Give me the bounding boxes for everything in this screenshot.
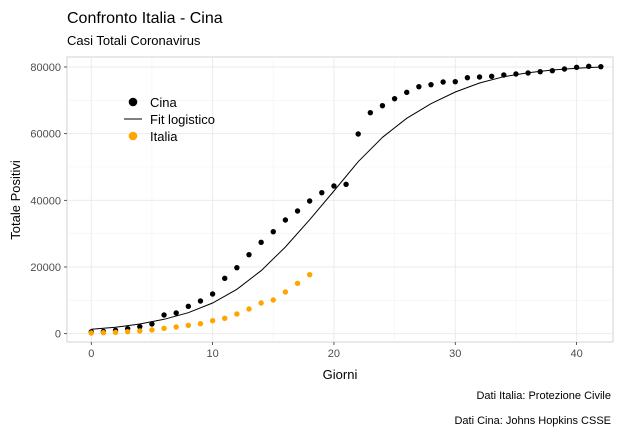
y-tick-label: 20000 xyxy=(30,262,61,274)
data-point-cina xyxy=(586,63,592,70)
x-tick-label: 30 xyxy=(449,348,461,360)
data-point-cina xyxy=(549,67,556,74)
data-point-cina xyxy=(282,217,289,223)
data-point-italia xyxy=(173,324,179,330)
data-point-cina xyxy=(319,189,325,196)
x-tick-label: 20 xyxy=(328,348,340,360)
x-axis-title: Giorni xyxy=(323,367,358,382)
data-point-cina xyxy=(452,78,458,85)
y-tick-label: 0 xyxy=(55,329,61,341)
data-point-cina xyxy=(391,95,398,102)
data-point-cina xyxy=(185,303,192,310)
chart-subtitle: Casi Totali Coronavirus xyxy=(67,33,201,48)
data-point-cina xyxy=(513,71,519,77)
data-point-cina xyxy=(331,183,337,189)
legend-label-italia: Italia xyxy=(150,129,178,144)
y-axis-ticks: 0 20000 40000 60000 80000 xyxy=(30,62,67,341)
data-point-cina xyxy=(234,264,240,271)
data-point-cina xyxy=(258,239,264,246)
data-point-italia xyxy=(137,328,143,334)
data-point-cina xyxy=(173,310,179,316)
data-point-cina xyxy=(440,79,446,85)
y-tick-label: 80000 xyxy=(30,62,61,74)
y-axis-title: Totale Positivi xyxy=(8,160,23,240)
data-point-cina xyxy=(428,81,434,88)
data-point-cina xyxy=(379,102,386,109)
data-point-cina xyxy=(197,298,204,304)
grid-lines xyxy=(67,57,613,342)
points-layer xyxy=(88,63,604,336)
data-point-italia xyxy=(124,328,131,335)
caption-cina-source: Dati Cina: Johns Hopkins CSSE xyxy=(454,415,611,427)
data-point-cina xyxy=(137,323,143,330)
data-point-cina xyxy=(476,74,483,80)
legend-key-italia xyxy=(128,131,138,141)
legend-label-fit-logistico: Fit logistico xyxy=(150,112,215,127)
data-point-italia xyxy=(234,311,240,317)
legend: Cina Fit logistico Italia xyxy=(124,95,215,144)
data-point-italia xyxy=(112,329,119,336)
data-point-cina xyxy=(294,208,301,214)
x-tick-label: 0 xyxy=(88,348,94,360)
data-point-cina xyxy=(343,181,349,188)
data-point-italia xyxy=(246,306,252,312)
y-tick-label: 40000 xyxy=(30,195,61,207)
legend-key-cina xyxy=(128,97,138,107)
plot-panel xyxy=(66,56,614,343)
data-point-cina xyxy=(149,321,155,327)
data-point-cina xyxy=(525,70,531,76)
data-point-cina xyxy=(501,72,507,78)
data-point-cina xyxy=(355,131,361,137)
data-point-cina xyxy=(573,64,580,71)
data-point-italia xyxy=(270,297,276,303)
data-point-cina xyxy=(246,251,252,258)
data-point-cina xyxy=(488,73,495,80)
data-point-cina xyxy=(561,66,568,72)
data-point-cina xyxy=(306,198,313,204)
data-point-italia xyxy=(185,322,192,329)
data-point-cina xyxy=(161,312,167,318)
data-point-italia xyxy=(222,315,228,322)
data-point-italia xyxy=(282,289,289,295)
y-tick-label: 60000 xyxy=(30,129,61,141)
data-point-cina xyxy=(404,89,410,96)
data-point-italia xyxy=(161,325,167,332)
data-point-italia xyxy=(197,320,204,327)
data-point-italia xyxy=(88,330,94,336)
data-point-italia xyxy=(209,317,216,324)
data-point-cina xyxy=(222,275,228,282)
data-point-cina xyxy=(598,63,604,70)
legend-label-cina: Cina xyxy=(150,95,178,110)
x-tick-label: 10 xyxy=(206,348,218,360)
data-point-italia xyxy=(258,300,264,306)
chart-title: Confronto Italia - Cina xyxy=(67,10,223,27)
x-tick-label: 40 xyxy=(570,348,582,360)
data-point-italia xyxy=(100,329,107,336)
x-axis-ticks: 0 10 20 30 40 xyxy=(88,342,583,360)
data-point-italia xyxy=(149,327,155,333)
data-point-italia xyxy=(294,280,301,287)
caption-italia-source: Dati Italia: Protezione Civile xyxy=(476,390,611,402)
data-point-italia xyxy=(306,271,313,278)
data-point-cina xyxy=(209,291,216,297)
data-point-cina xyxy=(464,74,471,81)
data-point-cina xyxy=(367,109,374,116)
data-point-cina xyxy=(270,228,276,235)
data-point-cina xyxy=(537,68,543,75)
data-point-cina xyxy=(416,83,422,90)
